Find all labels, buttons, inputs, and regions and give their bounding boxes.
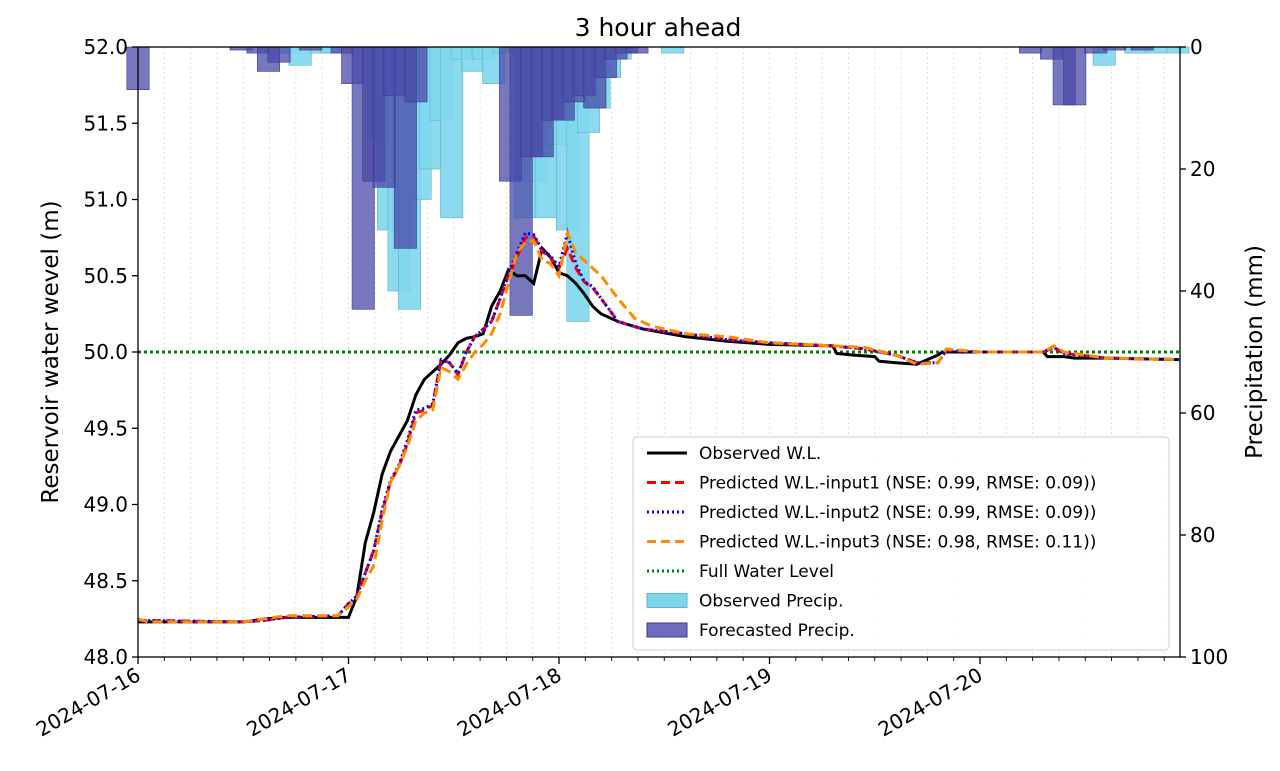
y-right-tick-label: 80 xyxy=(1190,523,1215,547)
x-axis: 2024-07-16 2024-07-17 2024-07-18 2024-07-19… xyxy=(32,657,1165,742)
water-level-lines xyxy=(137,227,1181,624)
x-tick-label: 2024-07-19 xyxy=(663,663,776,742)
predicted-input1-line xyxy=(137,234,1181,624)
chart-title: 3 hour ahead xyxy=(575,13,742,42)
observed-precip-bar xyxy=(661,46,685,54)
y-left-tick-label: 49.5 xyxy=(83,416,128,440)
legend-label: Forecasted Precip. xyxy=(699,621,855,641)
forecast-precip-bar xyxy=(267,46,291,63)
y-left-tick-label: 51.5 xyxy=(83,111,128,135)
x-tick-label: 2024-07-17 xyxy=(242,663,355,742)
forecast-precip-bar xyxy=(404,46,428,103)
forecast-precip-bar xyxy=(1063,46,1087,106)
y-left-tick-label: 50.0 xyxy=(83,340,128,364)
y-right-tick-label: 20 xyxy=(1190,157,1215,181)
y-left-tick-label: 52.0 xyxy=(83,35,128,59)
x-tick-label: 2024-07-16 xyxy=(32,663,145,742)
legend-label: Predicted W.L.-input2 (NSE: 0.99, RMSE: … xyxy=(699,503,1096,523)
predicted-input3-line xyxy=(137,227,1181,624)
y-axis-left-label: Reservoir water wevel (m) xyxy=(38,200,64,503)
legend-label: Observed W.L. xyxy=(699,444,821,464)
legend-label: Full Water Level xyxy=(699,562,834,582)
y-left-tick-label: 48.0 xyxy=(83,645,128,669)
precip-bars xyxy=(126,46,1190,322)
observed-precip-bar xyxy=(440,46,464,219)
x-tick-label: 2024-07-18 xyxy=(453,663,566,742)
y-right-tick-label: 40 xyxy=(1190,279,1215,303)
y-left-tick-label: 50.5 xyxy=(83,264,128,288)
y-right-tick-label: 0 xyxy=(1190,35,1203,59)
y-axis-left: 48.0 48.5 49.0 49.5 50.0 50.5 51.0 51.5 52.0 xyxy=(83,35,138,669)
legend-box xyxy=(632,436,1170,651)
forecast-precip-bar xyxy=(625,46,649,54)
y-axis-right: 0 20 40 60 80 100 xyxy=(1180,35,1228,669)
observed-precip-bar xyxy=(1166,46,1190,54)
legend-label: Predicted W.L.-input1 (NSE: 0.99, RMSE: … xyxy=(699,474,1096,494)
legend-swatch xyxy=(646,593,688,608)
y-left-tick-label: 49.0 xyxy=(83,493,128,517)
x-tick-label: 2024-07-20 xyxy=(874,663,987,742)
legend-label: Observed Precip. xyxy=(699,592,843,612)
legend-swatch xyxy=(646,622,688,638)
legend-label: Predicted W.L.-input3 (NSE: 0.98, RMSE: … xyxy=(699,533,1096,553)
y-right-tick-label: 100 xyxy=(1190,645,1228,669)
y-axis-right-label: Precipitation (mm) xyxy=(1242,245,1268,459)
y-left-tick-label: 48.5 xyxy=(83,569,128,593)
forecast-precip-bar xyxy=(1019,46,1043,54)
legend: Observed W.L. Predicted W.L.-input1 (NSE:… xyxy=(632,436,1170,651)
y-left-tick-label: 51.0 xyxy=(83,188,128,212)
y-right-tick-label: 60 xyxy=(1190,401,1215,425)
